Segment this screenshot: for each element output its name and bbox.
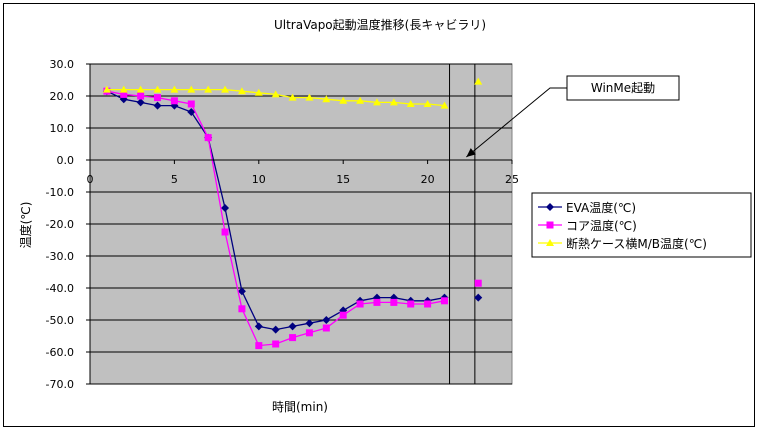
series-2 — [102, 77, 483, 109]
series-2-point-14 — [339, 96, 348, 104]
y-tick-label-10: -70.0 — [46, 378, 74, 391]
legend-label-1: コア温度(℃) — [566, 218, 637, 233]
series-1-point-15 — [356, 300, 364, 308]
series-1-point-11 — [289, 334, 297, 342]
annotation-leader-0 — [466, 87, 567, 158]
annotation-label-0: WinMe起動 — [591, 81, 655, 95]
series-2-point-2 — [136, 85, 145, 93]
y-tick-label-9: -60.0 — [46, 346, 74, 359]
series-2-point-1 — [119, 85, 128, 93]
series-0-point-12 — [305, 319, 314, 328]
y-tick-label-5: -20.0 — [46, 218, 74, 231]
annotation-layer: WinMe起動 — [466, 75, 680, 158]
series-2-point-10 — [271, 90, 280, 98]
legend-box — [531, 192, 752, 258]
series-1-point-16 — [373, 298, 381, 306]
series-1-point-5 — [187, 100, 195, 108]
series-2-point-21 — [474, 77, 483, 85]
series-1-point-19 — [424, 300, 432, 308]
series-2-point-11 — [288, 93, 297, 101]
legend: EVA温度(℃) コア温度(℃) 断熱ケース横M/B温度(℃) — [531, 192, 752, 258]
y-tick-label-7: -40.0 — [46, 282, 74, 295]
series-2-point-8 — [237, 87, 246, 95]
y-tick-label-3: 0.0 — [57, 154, 75, 167]
series-1-point-18 — [407, 300, 415, 308]
series-2-point-6 — [204, 85, 213, 93]
series-1-point-10 — [272, 340, 280, 348]
series-1-point-1 — [120, 90, 128, 98]
series-1-point-13 — [322, 324, 330, 332]
x-axis-title: 時間(min) — [272, 400, 328, 414]
series-0-point-7 — [221, 204, 230, 212]
x-tick-label-4: 20 — [421, 173, 435, 186]
chart-title: UltraVapo起動温度推移(長キャビラリ) — [274, 17, 486, 32]
series-2-point-19 — [423, 100, 432, 107]
axes: 30.0 20.0 10.0 0.0 -10.0 -20.0 -30.0 -40.0 -50.0… — [46, 58, 519, 391]
series-1-point-17 — [390, 298, 398, 306]
series-2-point-4 — [170, 85, 179, 93]
series-2-point-17 — [389, 98, 398, 106]
series-1-point-20 — [440, 297, 448, 305]
y-tick-label-1: 20.0 — [50, 90, 75, 103]
series-2-point-5 — [187, 85, 196, 93]
series-0-point-3 — [153, 101, 162, 110]
series-1-point-12 — [305, 329, 313, 337]
x-tick-label-3: 15 — [336, 173, 350, 186]
series-0-point-10 — [271, 325, 280, 334]
legend-swatch-marker-2 — [546, 239, 554, 246]
y-axis-title: 温度(℃) — [18, 202, 33, 249]
series-0-point-8 — [237, 287, 246, 296]
x-tick-label-5: 25 — [505, 173, 519, 186]
legend-label-2: 断熱ケース横M/B温度(℃) — [566, 236, 707, 251]
y-tick-label-8: -50.0 — [46, 314, 74, 327]
series-1-point-9 — [255, 342, 263, 350]
series-1-point-6 — [204, 134, 212, 142]
series-0-point-2 — [136, 98, 145, 107]
series-1-point-8 — [238, 305, 246, 313]
series-2-point-16 — [372, 98, 381, 106]
series-0-point-21 — [474, 293, 483, 302]
annotation-arrowhead-0 — [466, 148, 476, 157]
y-tick-label-6: -30.0 — [46, 250, 74, 263]
series-1-point-21 — [474, 279, 482, 287]
series-2-point-18 — [406, 100, 415, 107]
series-2-point-13 — [322, 95, 331, 103]
series-2-point-15 — [356, 96, 365, 104]
series-1-point-2 — [137, 92, 145, 100]
x-tick-label-0: 0 — [87, 173, 94, 186]
series-layer — [102, 77, 483, 350]
series-0-point-13 — [322, 316, 331, 324]
series-0-point-5 — [187, 108, 196, 116]
vertical-reference-lines — [449, 64, 476, 384]
series-2-point-7 — [221, 85, 230, 93]
series-0-point-11 — [288, 322, 297, 331]
y-tick-label-0: 30.0 — [50, 58, 75, 71]
series-2-point-12 — [305, 93, 314, 101]
x-tick-label-2: 10 — [252, 173, 266, 186]
series-1-point-3 — [154, 94, 162, 102]
series-2-point-3 — [153, 85, 162, 93]
series-2-point-0 — [102, 85, 111, 93]
y-tick-label-2: 10.0 — [50, 122, 75, 135]
series-1-point-7 — [221, 228, 229, 236]
legend-swatch-marker-0 — [546, 203, 554, 211]
series-2-point-9 — [254, 88, 263, 96]
series-0-point-9 — [254, 322, 263, 331]
legend-label-0: EVA温度(℃) — [566, 200, 636, 215]
y-tick-label-4: -10.0 — [46, 186, 74, 199]
series-1-point-4 — [170, 97, 178, 105]
x-tick-label-1: 5 — [171, 173, 178, 186]
series-1-point-14 — [339, 311, 347, 319]
series-2-point-20 — [440, 101, 449, 109]
legend-swatch-marker-1 — [546, 221, 554, 229]
